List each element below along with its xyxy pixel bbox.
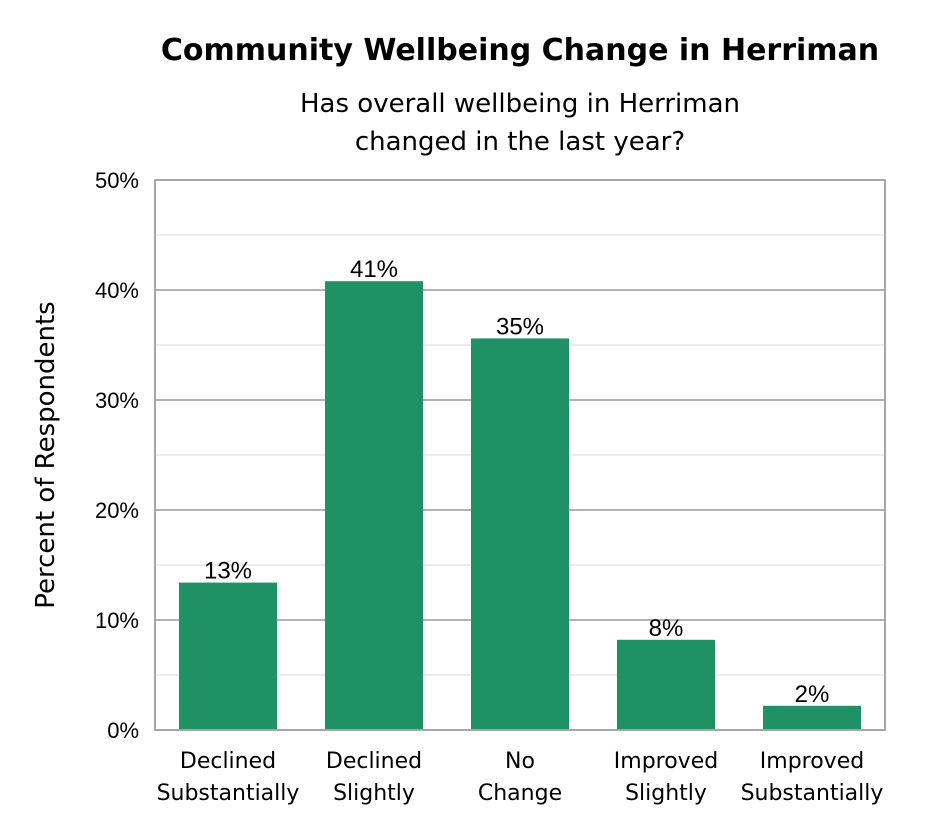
x-category-label: Slightly bbox=[333, 781, 415, 806]
chart-title: Community Wellbeing Change in Herriman bbox=[161, 33, 879, 68]
chart-subtitle-line-2: changed in the last year? bbox=[355, 127, 685, 157]
bar-data-label: 13% bbox=[204, 558, 252, 585]
bar bbox=[763, 705, 861, 730]
plot-area-frame bbox=[154, 179, 886, 731]
bar-data-label: 41% bbox=[350, 256, 398, 283]
x-category-label: Slightly bbox=[625, 781, 707, 806]
y-tick-label: 40% bbox=[95, 278, 139, 303]
x-category-label: No bbox=[505, 749, 535, 774]
data-labels: 13% 41% 35% 8% 2% bbox=[204, 256, 829, 708]
bar-data-label: 35% bbox=[496, 313, 544, 340]
x-category-label: Improved bbox=[760, 749, 864, 774]
x-category-labels: Declined Substantially Declined Slightly No C… bbox=[157, 749, 884, 806]
y-axis-label: Percent of Respondents bbox=[31, 301, 61, 608]
bar bbox=[617, 639, 715, 730]
x-category-label: Substantially bbox=[157, 781, 300, 806]
y-tick-label: 50% bbox=[95, 168, 139, 193]
bars bbox=[179, 281, 861, 730]
y-tick-label: 0% bbox=[107, 718, 139, 743]
bar bbox=[471, 338, 569, 730]
y-tick-label: 20% bbox=[95, 498, 139, 523]
bar bbox=[179, 582, 277, 730]
x-category-label: Change bbox=[478, 781, 562, 806]
y-tick-label: 10% bbox=[95, 608, 139, 633]
x-category-label: Substantially bbox=[741, 781, 884, 806]
bar-data-label: 2% bbox=[795, 681, 830, 708]
x-category-label: Declined bbox=[180, 749, 276, 774]
x-category-label: Improved bbox=[614, 749, 718, 774]
bar bbox=[325, 281, 423, 730]
chart-subtitle-line-1: Has overall wellbeing in Herriman bbox=[300, 89, 740, 119]
y-tick-label: 30% bbox=[95, 388, 139, 413]
bar-data-label: 8% bbox=[649, 615, 684, 642]
x-category-label: Declined bbox=[326, 749, 422, 774]
y-tick-labels: 0% 10% 20% 30% 40% 50% bbox=[95, 168, 139, 743]
